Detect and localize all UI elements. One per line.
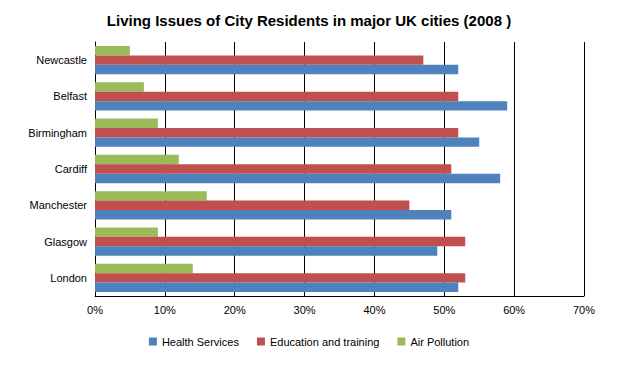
svg-text:Cardiff: Cardiff — [55, 163, 88, 175]
svg-text:70%: 70% — [573, 304, 595, 316]
svg-text:20%: 20% — [224, 304, 246, 316]
svg-text:0%: 0% — [87, 304, 103, 316]
svg-text:Belfast: Belfast — [53, 90, 87, 102]
svg-text:Manchester: Manchester — [30, 199, 88, 211]
svg-text:Air Pollution: Air Pollution — [410, 336, 469, 348]
svg-text:Living Issues of City Resident: Living Issues of City Residents in major… — [107, 12, 511, 29]
svg-text:London: London — [50, 272, 87, 284]
svg-text:Glasgow: Glasgow — [44, 236, 87, 248]
svg-text:Birmingham: Birmingham — [28, 127, 87, 139]
svg-text:30%: 30% — [294, 304, 316, 316]
svg-text:50%: 50% — [433, 304, 455, 316]
svg-text:40%: 40% — [363, 304, 385, 316]
svg-text:Newcastle: Newcastle — [36, 54, 87, 66]
svg-text:10%: 10% — [154, 304, 176, 316]
svg-text:60%: 60% — [503, 304, 525, 316]
svg-text:Education and training: Education and training — [270, 336, 379, 348]
svg-text:Health Services: Health Services — [162, 336, 240, 348]
